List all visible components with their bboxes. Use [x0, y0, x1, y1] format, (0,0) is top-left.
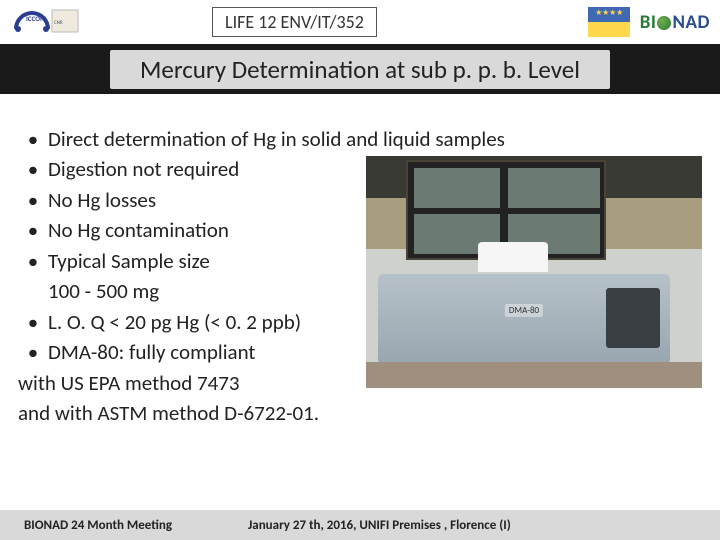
- bullet-text: with US EPA method 7473: [18, 368, 240, 398]
- bullet-text: Typical Sample size: [48, 246, 210, 276]
- bullet-text: No Hg losses: [48, 185, 156, 215]
- header-right: ★ ★ ★ ★ BI NAD: [588, 7, 710, 37]
- iccom-logo: ICCOM CNR: [10, 4, 80, 40]
- title-bar: Mercury Determination at sub p. p. b. Le…: [0, 44, 720, 94]
- bionad-globe-icon: [657, 16, 671, 30]
- bionad-logo: BI NAD: [640, 11, 710, 34]
- bullet-text: and with ASTM method D-6722-01.: [18, 398, 319, 428]
- header: ICCOM CNR LIFE 12 ENV/IT/352 ★ ★ ★ ★ BI N…: [0, 0, 720, 44]
- dma80-instrument: DMA-80: [378, 274, 670, 362]
- list-continuation: and with ASTM method D-6722-01.: [18, 398, 702, 428]
- bullet-text: Digestion not required: [48, 154, 239, 184]
- footer-right: January 27 th, 2016, UNIFI Premises , Fl…: [248, 518, 511, 533]
- instrument-badge: [478, 242, 548, 272]
- bullet-text: 100 - 500 mg: [48, 276, 159, 306]
- content-area: •Direct determination of Hg in solid and…: [0, 94, 720, 438]
- svg-text:CNR: CNR: [54, 20, 63, 26]
- eu-stars-icon: ★ ★ ★ ★: [595, 7, 622, 18]
- svg-text:ICCOM: ICCOM: [26, 14, 46, 23]
- instrument-label: DMA-80: [505, 304, 543, 317]
- project-code: LIFE 12 ENV/IT/352: [212, 7, 377, 37]
- photo-bench: [366, 362, 702, 388]
- page-title: Mercury Determination at sub p. p. b. Le…: [110, 50, 610, 89]
- bionad-bi: BI: [640, 11, 657, 34]
- bullet-text: L. O. Q < 20 pg Hg (< 0. 2 ppb): [48, 307, 301, 337]
- bullet-text: Direct determination of Hg in solid and …: [48, 124, 505, 154]
- bullet-text: DMA-80: fully compliant: [48, 337, 255, 367]
- footer-left: BIONAD 24 Month Meeting: [24, 518, 172, 533]
- footer: BIONAD 24 Month Meeting January 27 th, 2…: [0, 510, 720, 540]
- instrument-panel: [606, 288, 660, 348]
- bionad-nad: NAD: [672, 11, 710, 34]
- list-item: •Direct determination of Hg in solid and…: [18, 124, 702, 154]
- life-eu-logo: ★ ★ ★ ★: [588, 7, 630, 37]
- bullet-text: No Hg contamination: [48, 215, 229, 245]
- instrument-photo: DMA-80: [366, 156, 702, 388]
